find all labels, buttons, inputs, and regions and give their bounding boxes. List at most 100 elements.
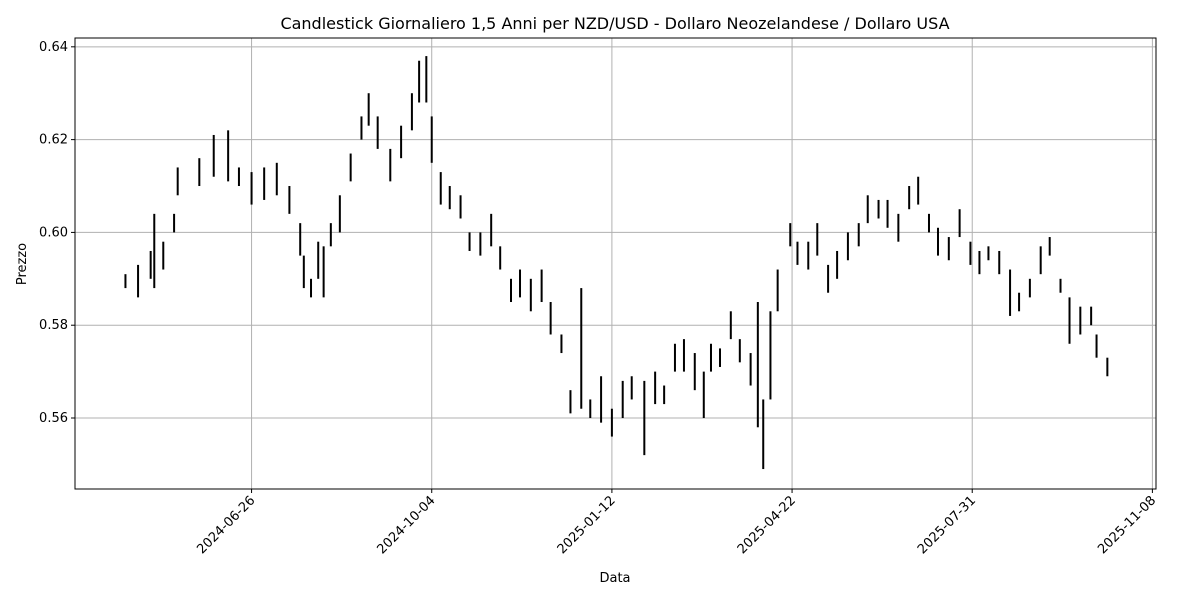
candle — [846, 232, 849, 261]
candle — [360, 116, 363, 140]
candle — [969, 241, 972, 265]
candle — [176, 167, 179, 196]
candle — [673, 343, 676, 372]
x-tick-label: 2025-04-22 — [735, 493, 799, 557]
x-axis-label: Data — [599, 571, 630, 586]
candle — [459, 195, 462, 219]
candle — [1018, 292, 1021, 312]
candle — [288, 186, 291, 214]
candle — [718, 348, 721, 367]
candle — [600, 376, 603, 423]
candle — [425, 56, 428, 103]
candle — [978, 250, 981, 275]
candle — [1079, 306, 1082, 335]
candle — [1048, 237, 1051, 256]
candle — [580, 288, 583, 409]
plot-frame — [74, 37, 1157, 490]
y-axis: 0.56 0.58 0.60 0.62 0.64 — [39, 40, 75, 426]
candle — [796, 241, 799, 265]
candle — [439, 172, 442, 205]
candle — [549, 302, 552, 335]
candle — [1028, 278, 1031, 298]
candle — [400, 125, 403, 159]
candle — [310, 278, 313, 298]
candle — [1095, 334, 1098, 358]
chart-title: Candlestick Giornaliero 1,5 Anni per NZD… — [280, 14, 949, 33]
y-tick-label: 0.60 — [39, 225, 68, 240]
candle — [776, 269, 779, 312]
candle — [1039, 246, 1042, 275]
candle — [877, 199, 880, 219]
candle — [749, 353, 752, 386]
candle — [299, 223, 302, 256]
candle — [1068, 297, 1071, 344]
y-tick-label: 0.56 — [39, 411, 68, 426]
candle — [448, 186, 451, 210]
candle — [769, 311, 772, 400]
candle — [227, 130, 230, 182]
candle — [338, 195, 341, 233]
candle — [329, 223, 332, 247]
candle — [947, 237, 950, 261]
y-tick-label: 0.62 — [39, 133, 68, 148]
candle — [836, 250, 839, 279]
candle — [702, 371, 705, 419]
candle — [610, 408, 613, 437]
candle — [621, 380, 624, 419]
candle — [490, 213, 493, 247]
candle — [389, 148, 392, 182]
y-tick-label: 0.64 — [39, 40, 68, 55]
candle — [367, 93, 370, 126]
candle — [1059, 278, 1062, 293]
candle — [827, 264, 830, 293]
candle — [643, 380, 646, 456]
x-tick-label: 2024-06-26 — [194, 493, 258, 557]
candle — [198, 158, 201, 187]
candle — [153, 213, 156, 289]
candle — [124, 274, 127, 289]
candle — [349, 153, 352, 182]
candle — [762, 399, 765, 470]
x-tick-label: 2025-01-12 — [555, 493, 619, 557]
candle — [149, 250, 152, 279]
candle — [510, 278, 513, 303]
candle — [418, 60, 421, 103]
candle — [540, 269, 543, 303]
x-tick-label: 2024-10-04 — [375, 493, 439, 557]
candle — [237, 167, 240, 187]
x-tick-label: 2025-07-31 — [915, 493, 979, 557]
candle — [927, 213, 930, 233]
x-axis: 2024-06-26 2024-10-04 2025-01-12 2025-04-22… — [194, 489, 1159, 557]
candle — [1090, 306, 1093, 326]
y-tick-label: 0.58 — [39, 318, 68, 333]
candle — [756, 302, 759, 428]
candle — [807, 241, 810, 270]
candle — [789, 223, 792, 247]
candle — [212, 134, 215, 177]
candle — [560, 334, 563, 354]
y-axis-label: Prezzo — [15, 243, 30, 285]
candle — [322, 246, 325, 298]
candle — [908, 186, 911, 210]
candle — [936, 227, 939, 256]
candle — [137, 264, 140, 298]
candle — [302, 255, 305, 289]
candle — [589, 399, 592, 419]
candle — [162, 241, 165, 270]
candle — [173, 213, 176, 233]
candle — [654, 371, 657, 405]
candle — [250, 172, 253, 205]
candle — [499, 246, 502, 270]
candle — [958, 209, 961, 238]
candle — [663, 385, 666, 405]
candle — [275, 162, 278, 196]
candle — [430, 116, 433, 163]
candle — [630, 376, 633, 400]
candle — [682, 339, 685, 372]
candle — [897, 213, 900, 242]
candles — [124, 56, 1109, 470]
candle — [479, 232, 482, 256]
candle — [410, 93, 413, 131]
candle — [998, 250, 1001, 275]
